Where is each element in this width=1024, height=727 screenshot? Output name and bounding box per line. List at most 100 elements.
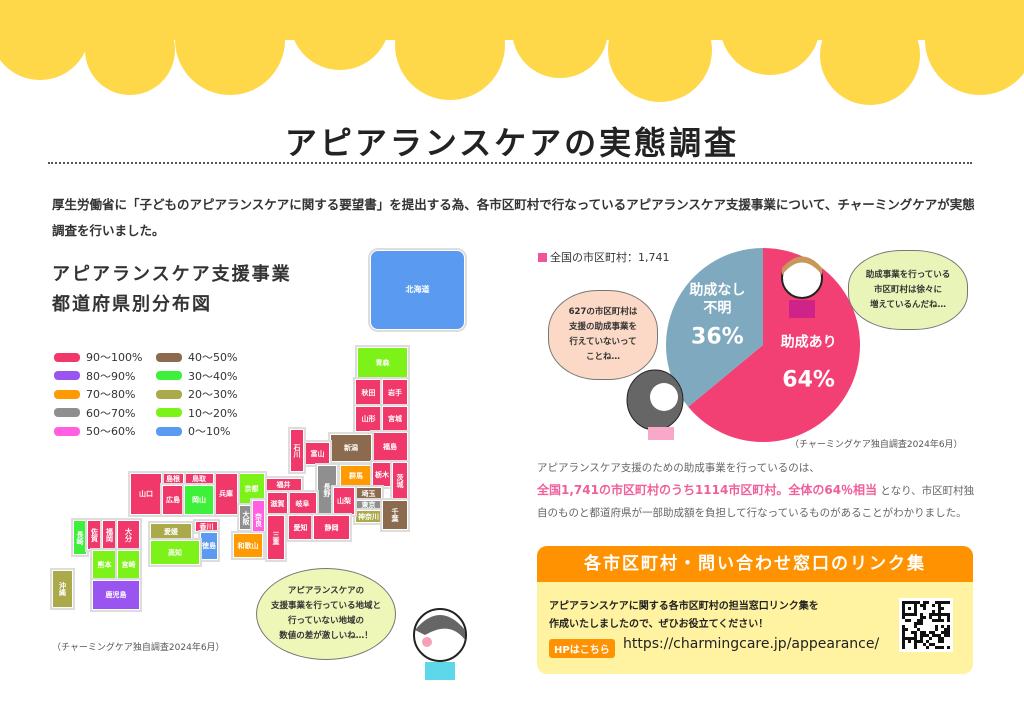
legend-item: 70〜80%	[54, 386, 135, 402]
legend-swatch	[54, 426, 80, 436]
legend-swatch	[156, 389, 182, 399]
prefecture-tile: 山形	[355, 406, 382, 432]
pie-slice-label: 不明	[703, 301, 731, 317]
prefecture-tile: 大阪	[239, 505, 253, 530]
prefecture-tile: 栃木	[372, 462, 392, 487]
prefecture-tile: 熊本	[92, 550, 117, 580]
girl-pigtail-illustration	[781, 256, 823, 318]
legend-swatch	[156, 408, 182, 417]
legend-swatch	[54, 371, 80, 380]
legend-label: 60〜70%	[86, 406, 136, 420]
map-speech-bubble: アピアランスケアの 支援事業を行っている地域と 行っていない地域の 数値の差が激…	[256, 568, 396, 660]
cloud-banner	[0, 0, 1024, 105]
prefecture-tile: 宮崎	[117, 550, 140, 580]
prefecture-tile: 大分	[117, 520, 140, 550]
prefecture-tile: 秋田	[355, 379, 382, 406]
legend-label: 90〜100%	[86, 351, 143, 364]
prefecture-tile: 富山	[305, 442, 330, 465]
prefecture-tile: 奈良	[252, 500, 265, 540]
link-collection-box: 各市区町村・問い合わせ窓口のリンク集 アピアランスケアに関する各市区町村の担当窓…	[537, 546, 973, 674]
homepage-link[interactable]: https://charmingcare.jp/appearance/	[623, 636, 880, 652]
legend-swatch	[156, 426, 182, 436]
prefecture-tile: 高知	[150, 540, 200, 565]
prefecture-tile: 和歌山	[233, 533, 263, 558]
prefecture-tile: 岐阜	[288, 492, 317, 515]
prefecture-tile: 千葉	[382, 500, 408, 530]
link-text: アピアランスケアに関する各市区町村の担当窓口リンク集を 作成いたしましたので、ぜ…	[549, 598, 819, 634]
pie-total-label: 全国の市区町村：1,741	[550, 251, 670, 264]
legend-item: 40〜50%	[156, 349, 237, 365]
desc-rest: となり、市区町村独自のものと都道府県が一部助成額を負担して行なっているものがある…	[537, 485, 975, 519]
prefecture-tile: 北海道	[370, 250, 465, 330]
prefecture-tile: 岡山	[184, 485, 214, 515]
pie-total: 全国の市区町村：1,741	[538, 249, 670, 265]
prefecture-tile: 鹿児島	[92, 580, 140, 610]
dotted-divider	[48, 162, 972, 164]
prefecture-tile: 神奈川	[355, 510, 382, 523]
legend-label: 30〜40%	[188, 369, 238, 383]
right-speech-bubble: 助成事業を行っている 市区町村は徐々に 増えているんだね…	[848, 250, 968, 330]
prefecture-tile: 福井	[265, 478, 302, 492]
boy-illustration	[413, 608, 467, 680]
prefecture-tile: 広島	[162, 485, 184, 515]
legend-item: 20〜30%	[156, 386, 237, 402]
prefecture-tile: 東京	[355, 500, 382, 510]
prefecture-tile: 宮城	[382, 406, 408, 432]
legend-item: 80〜90%	[54, 368, 135, 384]
map-title-line1: アピアランスケア支援事業	[52, 264, 292, 285]
prefecture-tile: 鳥取	[184, 473, 214, 485]
legend-item: 0〜10%	[156, 423, 230, 439]
prefecture-tile: 京都	[238, 473, 265, 505]
intro-text: 厚生労働省に「子どものアピアランスケアに関する要望書」を提出する為、各市区町村で…	[52, 197, 975, 238]
pie-slice-label: 助成あり	[781, 333, 837, 350]
legend-item: 30〜40%	[156, 368, 237, 384]
page-title: アピアランスケアの実態調査	[284, 124, 740, 162]
legend-swatch	[54, 408, 80, 417]
legend-item: 50〜60%	[54, 423, 135, 439]
prefecture-tile: 埼玉	[355, 487, 382, 500]
prefecture-tile: 徳島	[200, 532, 218, 560]
pie-slice	[666, 248, 763, 407]
prefecture-tile: 石川	[290, 429, 304, 472]
prefecture-tile: 佐賀	[87, 520, 102, 550]
map-source: （チャーミングケア独自調査2024年6月）	[52, 643, 225, 653]
link-text-line1: アピアランスケアに関する各市区町村の担当窓口リンク集を	[549, 601, 819, 612]
legend-swatch	[156, 352, 182, 362]
girl-illustration	[626, 369, 684, 440]
legend-item: 60〜70%	[54, 405, 135, 421]
pie-source: （チャーミングケア独自調査2024年6月）	[790, 440, 963, 450]
prefecture-tile: 山梨	[333, 487, 355, 515]
prefecture-tile: 静岡	[313, 515, 350, 540]
prefecture-tile: 兵庫	[214, 473, 238, 515]
map-title-line2: 都道府県別分布図	[52, 294, 212, 315]
prefecture-tile: 滋賀	[267, 492, 288, 515]
result-description: アピアランスケア支援のための助成事業を行っているのは、 全国1,741の市区町村…	[537, 457, 977, 524]
map-title: アピアランスケア支援事業 都道府県別分布図	[52, 260, 292, 320]
legend-swatch	[54, 389, 80, 399]
prefecture-tile: 長崎	[73, 520, 87, 555]
prefecture-tile: 青森	[357, 347, 408, 379]
legend-label: 40〜50%	[188, 351, 238, 364]
link-heading: 各市区町村・問い合わせ窓口のリンク集	[537, 546, 973, 582]
pie-slice-value: 36%	[691, 325, 744, 350]
prefecture-tile: 新潟	[330, 434, 372, 462]
prefecture-tile: 愛媛	[150, 523, 192, 540]
pie-slice-value: 64%	[782, 367, 835, 392]
legend-label: 50〜60%	[86, 425, 136, 438]
prefecture-tile: 三重	[267, 515, 285, 560]
total-swatch	[538, 252, 547, 262]
desc-highlight: 全国1,741の市区町村のうち1114市区町村。全体の64％相当	[537, 483, 878, 497]
pie-slice	[688, 248, 860, 442]
legend-label: 80〜90%	[86, 369, 136, 383]
prefecture-tile: 香川	[195, 521, 218, 532]
prefecture-tile: 福島	[372, 432, 408, 462]
legend-item: 90〜100%	[54, 349, 142, 365]
qr-code[interactable]	[899, 598, 953, 652]
legend-swatch	[156, 371, 182, 380]
desc-line1: アピアランスケア支援のための助成事業を行っているのは、	[537, 462, 820, 474]
hp-badge: HPはこちら	[549, 639, 615, 658]
prefecture-tile: 福岡	[102, 520, 117, 550]
legend-item: 10〜20%	[156, 405, 237, 421]
prefecture-tile: 岩手	[382, 379, 408, 406]
